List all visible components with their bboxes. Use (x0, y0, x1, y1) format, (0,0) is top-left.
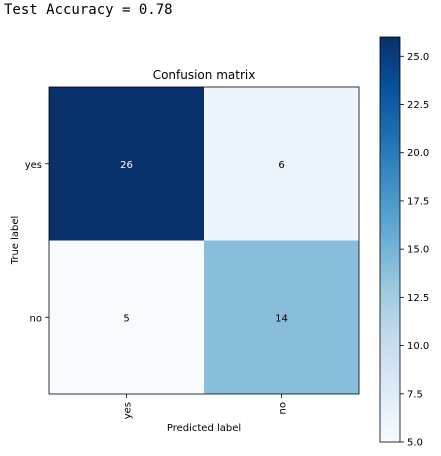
plot-frame (48, 86, 360, 395)
cell-no-yes (49, 240, 204, 394)
axis-ticks: yes no yes no (25, 160, 289, 420)
colorbar-tick-label: 22.5 (407, 100, 429, 111)
colorbar-tick-label: 20.0 (407, 148, 429, 159)
colorbar-tick-label: 10.0 (407, 341, 429, 352)
colorbar: 5.0 7.5 10.0 12.5 15.0 17.5 20.0 22.5 25.0 (379, 36, 429, 449)
x-tick-label: no (278, 402, 289, 414)
cell-yes-yes (49, 87, 204, 241)
colorbar-tick-label: 7.5 (407, 389, 423, 400)
cell-value-no-no: 14 (275, 313, 288, 324)
cell-no-no (204, 240, 359, 394)
heatmap-cells: 26 6 5 14 (49, 87, 359, 394)
cell-value-no-yes: 5 (123, 313, 129, 324)
colorbar-gradient (379, 36, 401, 443)
y-tick-label: yes (25, 160, 42, 171)
colorbar-tick-label: 25.0 (407, 52, 429, 63)
y-axis-label: True label (10, 216, 21, 266)
x-tick-label: yes (123, 402, 134, 419)
x-axis-label: Predicted label (167, 423, 241, 434)
cell-value-yes-no: 6 (278, 160, 284, 171)
colorbar-tick-label: 12.5 (407, 293, 429, 304)
cell-value-yes-yes: 26 (120, 160, 133, 171)
colorbar-tick-label: 5.0 (407, 438, 423, 449)
cell-yes-no (204, 87, 359, 241)
colorbar-tick-label: 17.5 (407, 196, 429, 207)
chart-title: Confusion matrix (153, 68, 256, 82)
colorbar-tick-label: 15.0 (407, 245, 429, 256)
test-accuracy-text: Test Accuracy = 0.78 (4, 2, 173, 18)
y-tick-label: no (30, 313, 42, 324)
